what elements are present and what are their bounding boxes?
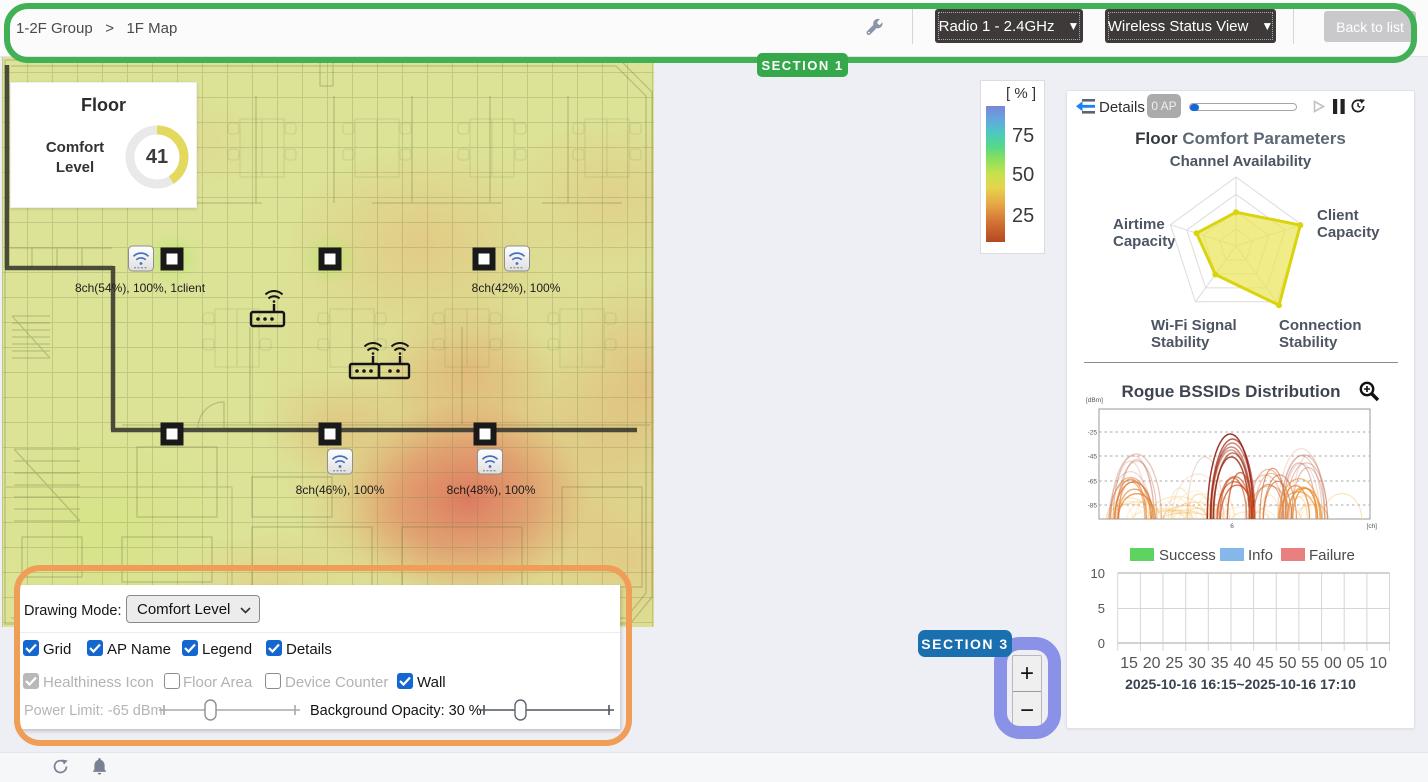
svg-text:-85: -85 — [1088, 503, 1098, 510]
svg-text:6: 6 — [1230, 523, 1234, 530]
svg-text:[dBm]: [dBm] — [1086, 397, 1103, 404]
svg-text:8ch(54%), 100%, 1client: 8ch(54%), 100%, 1client — [75, 281, 206, 295]
svg-text:-65: -65 — [1088, 479, 1098, 486]
svg-text:8ch(42%), 100%: 8ch(42%), 100% — [472, 281, 561, 295]
svg-text:[ch]: [ch] — [1367, 523, 1378, 530]
svg-text:8ch(48%), 100%: 8ch(48%), 100% — [447, 483, 536, 497]
svg-text:8ch(46%), 100%: 8ch(46%), 100% — [296, 483, 385, 497]
svg-text:-45: -45 — [1088, 454, 1098, 461]
svg-text:-25: -25 — [1088, 430, 1098, 437]
